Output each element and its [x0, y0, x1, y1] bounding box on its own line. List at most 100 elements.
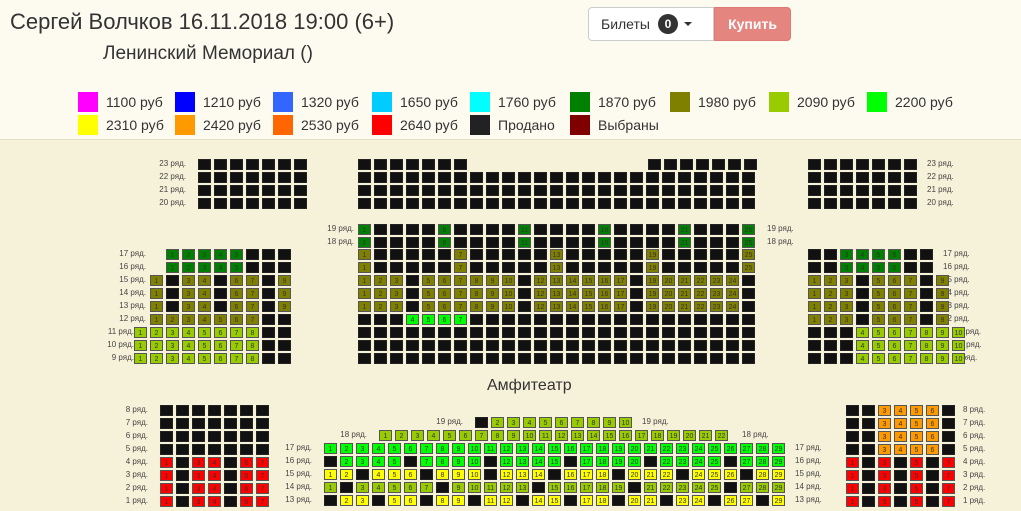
seat[interactable]: 1: [358, 288, 371, 299]
seat[interactable]: 6: [404, 443, 417, 454]
seat[interactable]: 9: [452, 482, 465, 493]
seat[interactable]: 3: [192, 496, 205, 507]
seat[interactable]: 10: [502, 275, 515, 286]
seat[interactable]: 9: [278, 301, 291, 312]
seat[interactable]: 1: [846, 483, 859, 494]
seat[interactable]: 5: [910, 496, 923, 507]
seat[interactable]: 8: [920, 353, 933, 364]
seat[interactable]: 6: [555, 417, 568, 428]
seat[interactable]: 7: [904, 275, 917, 286]
seat[interactable]: 5: [388, 443, 401, 454]
seat[interactable]: 19: [646, 288, 659, 299]
seat[interactable]: 5: [872, 262, 885, 273]
seat[interactable]: 9: [507, 430, 520, 441]
seat[interactable]: 9: [486, 275, 499, 286]
seat[interactable]: 18: [596, 456, 609, 467]
seat[interactable]: 6: [404, 482, 417, 493]
seat[interactable]: 18: [596, 469, 609, 480]
seat[interactable]: 7: [942, 457, 955, 468]
seat[interactable]: 1: [358, 301, 371, 312]
seat[interactable]: 2: [150, 353, 163, 364]
seat[interactable]: 2: [150, 340, 163, 351]
seat[interactable]: 6: [404, 495, 417, 506]
seat[interactable]: 7: [256, 457, 269, 468]
seat[interactable]: 3: [192, 470, 205, 481]
seat[interactable]: 20: [662, 301, 675, 312]
seat[interactable]: 12: [500, 482, 513, 493]
seat[interactable]: 4: [208, 496, 221, 507]
seat[interactable]: 11: [484, 482, 497, 493]
seat[interactable]: 3: [878, 418, 891, 429]
seat[interactable]: 25: [708, 469, 721, 480]
seat[interactable]: 10: [952, 340, 965, 351]
seat[interactable]: 5: [872, 314, 885, 325]
seat[interactable]: 17: [580, 443, 593, 454]
seat[interactable]: 21: [644, 495, 657, 506]
seat[interactable]: 1: [324, 443, 337, 454]
seat[interactable]: 3: [356, 482, 369, 493]
seat[interactable]: 25: [708, 456, 721, 467]
seat[interactable]: 3: [166, 353, 179, 364]
seat[interactable]: 5: [230, 249, 243, 260]
seat[interactable]: 1: [160, 470, 173, 481]
seat[interactable]: 5: [198, 353, 211, 364]
seat[interactable]: 19: [612, 456, 625, 467]
seat[interactable]: 22: [694, 301, 707, 312]
seat[interactable]: 18: [651, 430, 664, 441]
seat[interactable]: 9: [936, 340, 949, 351]
seat[interactable]: 7: [230, 353, 243, 364]
seat[interactable]: 23: [676, 482, 689, 493]
seat[interactable]: 9: [452, 495, 465, 506]
seat[interactable]: 7: [475, 430, 488, 441]
seat[interactable]: 7: [454, 314, 467, 325]
seat[interactable]: 3: [507, 417, 520, 428]
seat[interactable]: 26: [724, 495, 737, 506]
seat[interactable]: 1: [808, 275, 821, 286]
seat[interactable]: 1: [846, 470, 859, 481]
seat[interactable]: 7: [904, 301, 917, 312]
seat[interactable]: 9: [936, 327, 949, 338]
seat[interactable]: 3: [840, 288, 853, 299]
seat[interactable]: 5: [422, 275, 435, 286]
seat[interactable]: 8: [246, 327, 259, 338]
seat[interactable]: 6: [888, 262, 901, 273]
seat[interactable]: 5: [872, 327, 885, 338]
seat[interactable]: 12: [500, 443, 513, 454]
seat[interactable]: 8: [436, 495, 449, 506]
seat[interactable]: 4: [208, 483, 221, 494]
tickets-dropdown-button[interactable]: Билеты 0: [588, 7, 714, 41]
seat[interactable]: 24: [726, 275, 739, 286]
seat[interactable]: 13: [550, 301, 563, 312]
seat[interactable]: 26: [724, 469, 737, 480]
seat[interactable]: 14: [566, 288, 579, 299]
seat[interactable]: 6: [888, 353, 901, 364]
seat[interactable]: 2: [374, 275, 387, 286]
seat[interactable]: 21: [678, 301, 691, 312]
seat[interactable]: 9: [936, 275, 949, 286]
seat[interactable]: 6: [438, 237, 451, 248]
seat[interactable]: 1: [846, 496, 859, 507]
seat[interactable]: 5: [198, 327, 211, 338]
seat[interactable]: 16: [619, 430, 632, 441]
seat[interactable]: 7: [256, 483, 269, 494]
seat[interactable]: 15: [548, 495, 561, 506]
seat[interactable]: 9: [452, 443, 465, 454]
seat[interactable]: 24: [692, 469, 705, 480]
seat[interactable]: 1: [808, 301, 821, 312]
seat[interactable]: 22: [694, 275, 707, 286]
seat[interactable]: 7: [246, 288, 259, 299]
seat[interactable]: 21: [644, 482, 657, 493]
seat[interactable]: 6: [459, 430, 472, 441]
seat[interactable]: 21: [644, 443, 657, 454]
seat[interactable]: 5: [910, 405, 923, 416]
seat[interactable]: 9: [278, 288, 291, 299]
seat[interactable]: 7: [420, 456, 433, 467]
seat[interactable]: 24: [692, 482, 705, 493]
seat[interactable]: 17: [614, 275, 627, 286]
seat[interactable]: 23: [710, 301, 723, 312]
seat[interactable]: 5: [214, 314, 227, 325]
seat[interactable]: 1: [808, 314, 821, 325]
seat[interactable]: 14: [587, 430, 600, 441]
seat[interactable]: 9: [936, 314, 949, 325]
seat[interactable]: 3: [840, 314, 853, 325]
